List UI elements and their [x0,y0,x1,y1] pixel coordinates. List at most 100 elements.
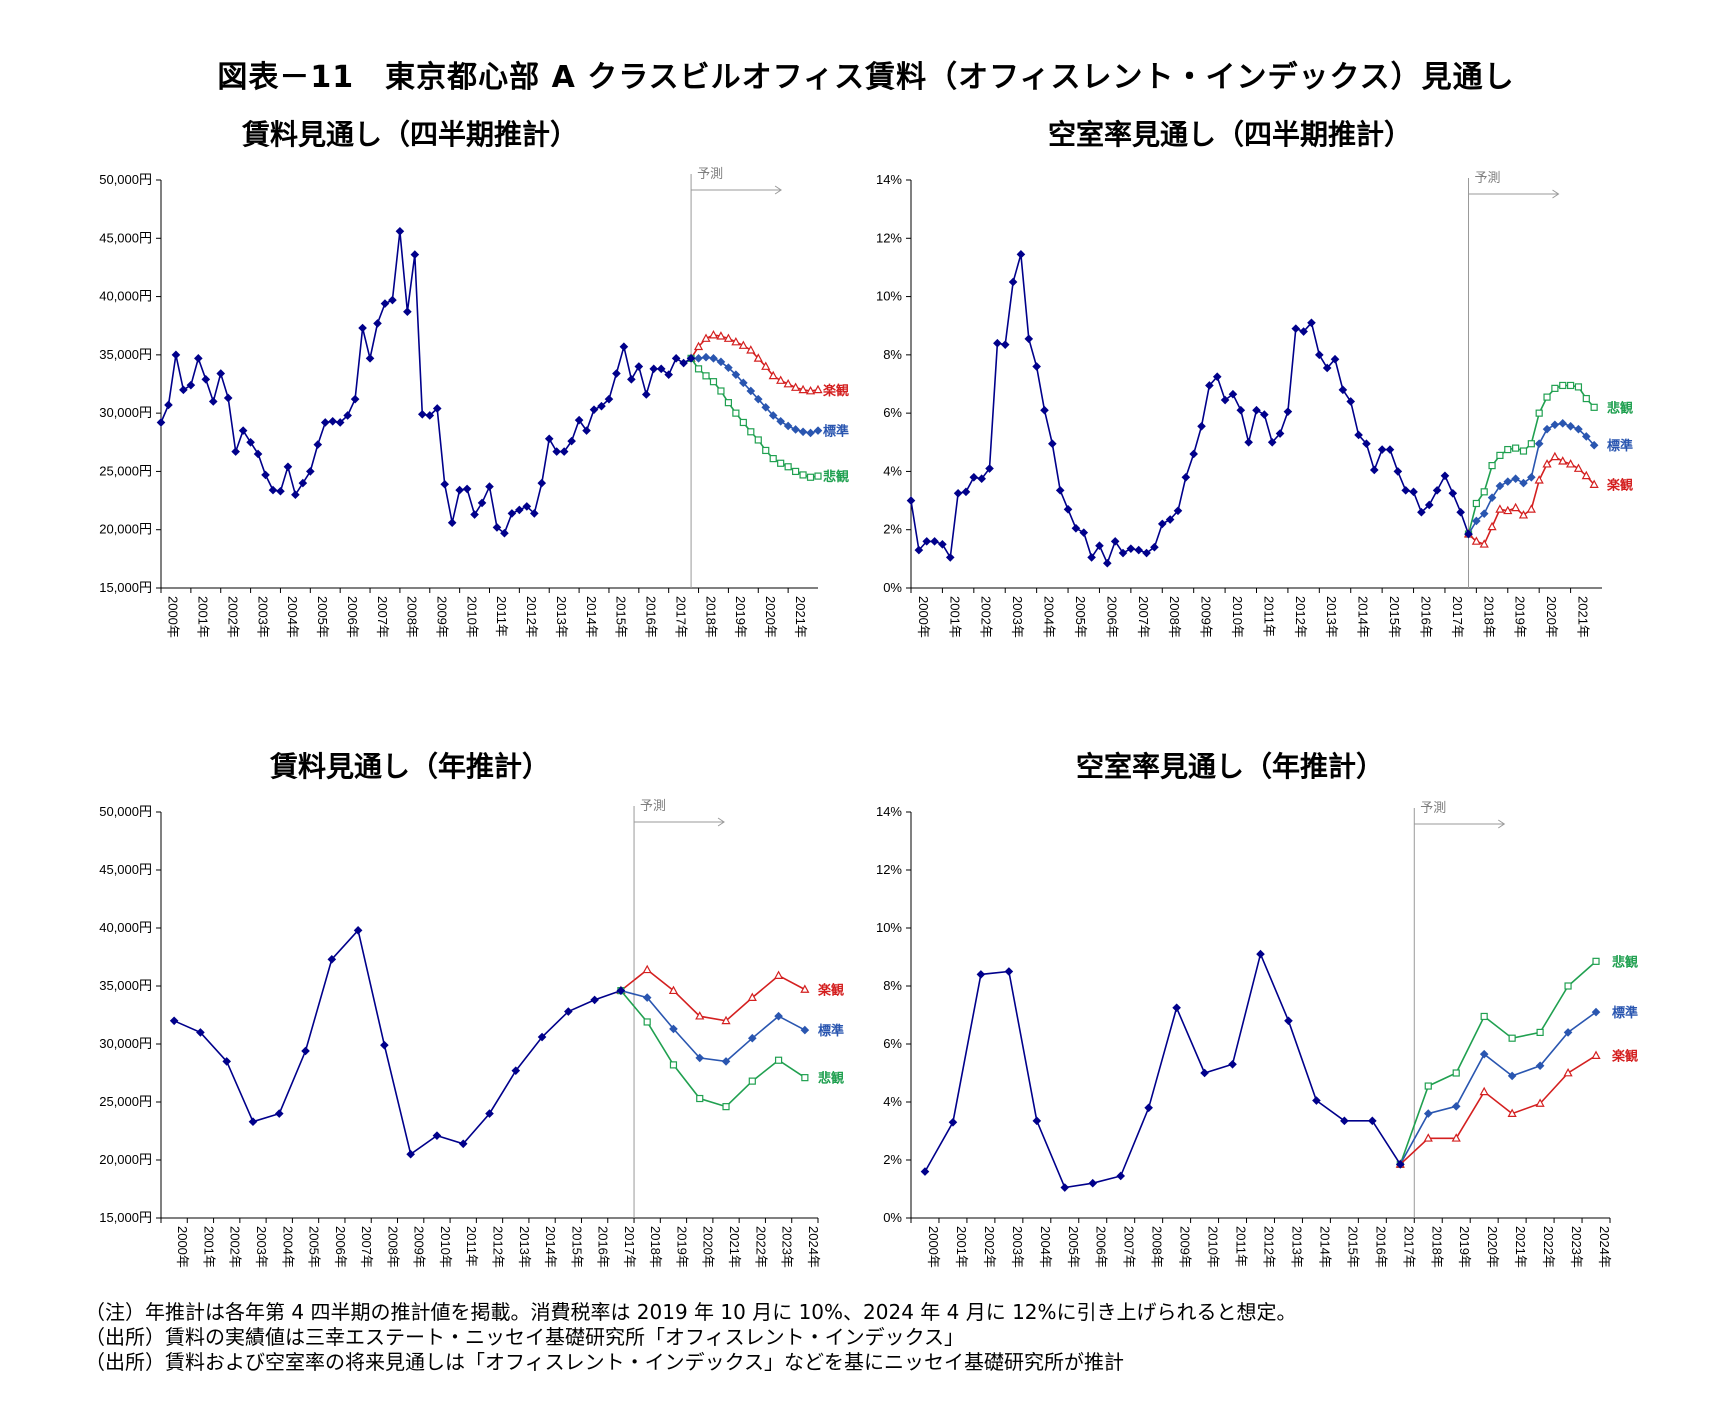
data-point-actual [186,380,196,390]
data-point-optimistic [798,384,808,394]
data-point-standard [768,411,778,420]
data-point-pessimistic [1519,447,1528,455]
data-point-standard [721,1057,731,1066]
forecast-arrow-head [774,185,782,195]
series-label-pessimistic: 悲観 [1607,400,1633,416]
x-tick-label: 2000年 [166,596,181,638]
chart-panel-2 [156,806,819,1223]
data-point-standard [1574,424,1583,434]
data-point-standard [739,378,748,388]
data-point-actual [1189,449,1198,459]
x-tick-label: 2003年 [1010,1226,1025,1268]
data-point-actual [604,394,614,404]
data-point-actual [1284,1016,1293,1026]
x-tick-label: 2001年 [954,1226,969,1268]
data-point-actual [1200,1068,1209,1078]
y-tick-label: 12% [876,230,902,245]
x-tick-label: 2011年 [1234,1226,1249,1267]
data-point-standard [1534,439,1544,449]
data-point-standard [1507,1071,1517,1081]
data-point-optimistic [1534,475,1544,484]
data-point-actual [1369,465,1379,475]
data-point-actual [1144,1103,1153,1113]
y-tick-label: 50,000円 [99,172,152,187]
data-point-actual [985,464,994,473]
x-tick-label: 2007年 [359,1226,374,1268]
data-point-standard [774,1011,783,1021]
y-tick-label: 6% [883,1036,902,1051]
data-point-actual [231,447,240,456]
data-point-standard [1550,420,1560,430]
data-point-actual [365,354,375,363]
y-tick-label: 40,000円 [99,289,152,304]
data-point-optimistic [805,385,816,395]
x-tick-label: 2011年 [494,596,509,637]
y-tick-label: 8% [883,347,902,362]
x-tick-label: 2018年 [1481,596,1496,638]
data-point-pessimistic [1592,957,1600,965]
chart-title-vacancy-quarterly: 空室率見通し（四半期推計） [1047,118,1412,151]
chart-panel-0 [156,174,823,593]
x-tick-label: 2013年 [1289,1226,1304,1268]
x-tick-label: 2009年 [412,1226,427,1268]
data-point-standard [783,421,793,431]
data-point-optimistic [1511,502,1521,512]
data-point-actual [222,1057,232,1066]
data-point-standard [1558,419,1568,428]
x-tick-label: 2021年 [1576,596,1591,638]
data-point-actual [511,1066,521,1075]
forecast-label: 予測 [1475,171,1501,186]
data-point-actual [238,426,248,435]
y-tick-label: 2% [883,522,902,537]
x-tick-label: 2005年 [1066,1226,1081,1268]
data-point-standard [695,1053,705,1063]
data-point-pessimistic [1452,1069,1460,1077]
x-tick-label: 2014年 [543,1226,558,1268]
data-point-optimistic [1591,1050,1601,1060]
data-point-pessimistic [1504,445,1512,454]
data-point-actual [515,505,524,515]
data-point-actual [306,467,315,476]
data-point-actual [1118,548,1128,558]
y-tick-label: 0% [883,1210,902,1225]
data-point-actual [529,509,539,518]
data-point-actual [417,410,427,419]
data-point-standard [1527,472,1536,482]
data-point-actual [1157,519,1167,529]
data-point-actual [1283,407,1293,416]
data-point-actual [961,487,971,497]
x-tick-label: 2009年 [435,596,450,638]
data-point-standard [1503,477,1513,486]
data-point-actual [1409,487,1418,497]
forecast-arrow-head [717,817,725,827]
data-point-actual [1267,437,1277,447]
data-point-optimistic [723,333,734,342]
x-tick-label: 2018年 [703,596,718,638]
data-point-actual [268,485,278,495]
data-point-actual [1181,472,1191,482]
data-point-actual [1256,949,1265,959]
data-point-actual [1004,967,1014,976]
data-point-pessimistic [799,471,807,479]
data-point-pessimistic [1536,1028,1544,1037]
series-label-standard: 標準 [818,1023,844,1039]
data-point-standard [806,428,815,438]
y-tick-label: 45,000円 [99,230,152,245]
data-point-optimistic [668,985,679,995]
y-tick-label: 14% [876,804,902,819]
data-point-actual [1142,548,1151,558]
data-point-pessimistic [814,472,822,480]
chart-title-rent-quarterly: 賃料見通し（四半期推計） [241,118,578,151]
data-point-pessimistic [643,1018,651,1026]
data-point-optimistic [738,340,748,349]
data-point-actual [664,370,673,379]
data-point-pessimistic [1480,488,1488,496]
data-point-actual [969,472,979,482]
data-point-actual [1110,537,1120,546]
x-tick-label: 2006年 [333,1226,348,1268]
x-tick-label: 2010年 [1206,1226,1221,1268]
data-point-optimistic [708,329,719,339]
x-tick-label: 2008年 [405,596,420,638]
data-point-optimistic [1558,456,1568,465]
data-point-actual [507,509,517,518]
